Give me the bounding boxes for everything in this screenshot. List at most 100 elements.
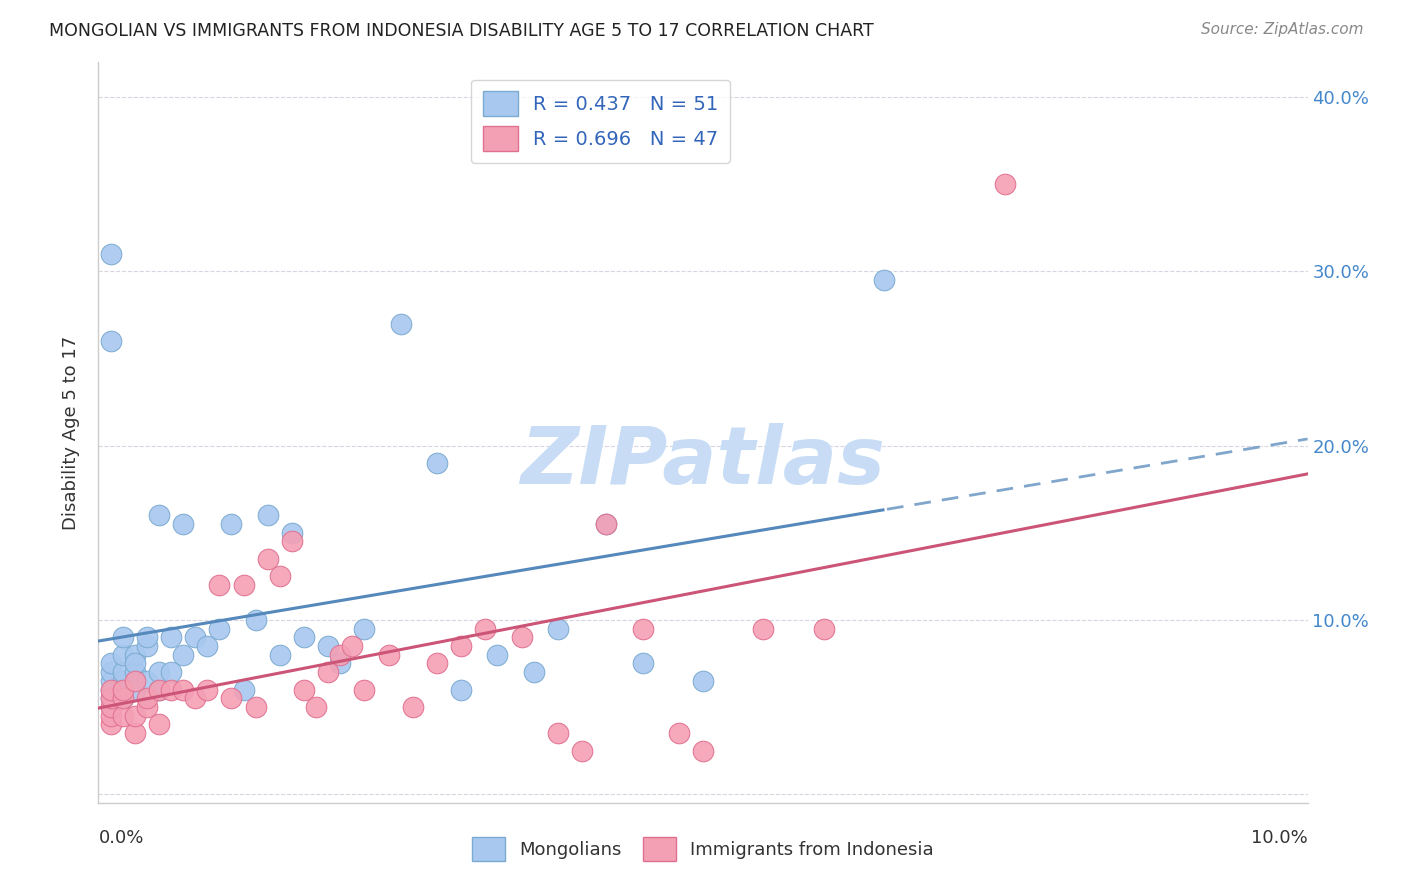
Point bbox=[571, 743, 593, 757]
Point bbox=[595, 517, 617, 532]
Point bbox=[752, 622, 775, 636]
Point bbox=[100, 665, 122, 680]
Point bbox=[245, 700, 267, 714]
Point bbox=[256, 552, 278, 566]
Point bbox=[813, 622, 835, 636]
Text: 10.0%: 10.0% bbox=[1251, 829, 1308, 847]
Point bbox=[221, 691, 243, 706]
Legend: Mongolians, Immigrants from Indonesia: Mongolians, Immigrants from Indonesia bbox=[465, 830, 941, 868]
Point bbox=[100, 708, 122, 723]
Point bbox=[221, 517, 243, 532]
Point bbox=[316, 665, 339, 680]
Point bbox=[208, 622, 231, 636]
Point bbox=[631, 622, 654, 636]
Point bbox=[426, 456, 449, 470]
Point bbox=[245, 613, 267, 627]
Point bbox=[305, 700, 328, 714]
Point bbox=[389, 317, 412, 331]
Point bbox=[195, 639, 218, 653]
Point bbox=[111, 682, 134, 697]
Point bbox=[426, 657, 449, 671]
Point bbox=[316, 639, 339, 653]
Point bbox=[377, 648, 399, 662]
Point bbox=[184, 691, 207, 706]
Point bbox=[148, 682, 170, 697]
Point bbox=[124, 708, 146, 723]
Point bbox=[873, 273, 896, 287]
Point bbox=[135, 700, 157, 714]
Point bbox=[124, 657, 146, 671]
Point bbox=[100, 691, 122, 706]
Point bbox=[100, 691, 122, 706]
Point bbox=[148, 508, 170, 523]
Point bbox=[668, 726, 690, 740]
Point bbox=[111, 665, 134, 680]
Point bbox=[269, 648, 291, 662]
Point bbox=[148, 665, 170, 680]
Point bbox=[281, 534, 304, 549]
Point bbox=[124, 682, 146, 697]
Point bbox=[547, 622, 569, 636]
Point bbox=[184, 630, 207, 644]
Point bbox=[329, 648, 352, 662]
Text: ZIPatlas: ZIPatlas bbox=[520, 423, 886, 501]
Point bbox=[692, 743, 714, 757]
Point bbox=[135, 639, 157, 653]
Point bbox=[523, 665, 546, 680]
Point bbox=[329, 657, 352, 671]
Point bbox=[111, 673, 134, 688]
Text: 0.0%: 0.0% bbox=[98, 829, 143, 847]
Point bbox=[692, 673, 714, 688]
Point bbox=[135, 630, 157, 644]
Point bbox=[256, 508, 278, 523]
Point bbox=[631, 657, 654, 671]
Point bbox=[172, 682, 194, 697]
Point bbox=[100, 700, 122, 714]
Point bbox=[160, 665, 183, 680]
Point bbox=[100, 334, 122, 348]
Point bbox=[208, 578, 231, 592]
Text: Source: ZipAtlas.com: Source: ZipAtlas.com bbox=[1201, 22, 1364, 37]
Point bbox=[124, 648, 146, 662]
Point bbox=[100, 700, 122, 714]
Point bbox=[100, 673, 122, 688]
Point bbox=[111, 691, 134, 706]
Point bbox=[994, 178, 1017, 192]
Point bbox=[172, 648, 194, 662]
Point bbox=[148, 717, 170, 731]
Point bbox=[353, 682, 375, 697]
Point bbox=[353, 622, 375, 636]
Point bbox=[111, 630, 134, 644]
Point bbox=[510, 630, 533, 644]
Point bbox=[124, 673, 146, 688]
Point bbox=[402, 700, 425, 714]
Point bbox=[547, 726, 569, 740]
Text: MONGOLIAN VS IMMIGRANTS FROM INDONESIA DISABILITY AGE 5 TO 17 CORRELATION CHART: MONGOLIAN VS IMMIGRANTS FROM INDONESIA D… bbox=[49, 22, 875, 40]
Point bbox=[486, 648, 509, 662]
Point bbox=[292, 682, 315, 697]
Point bbox=[100, 247, 122, 261]
Point bbox=[100, 682, 122, 697]
Point bbox=[135, 673, 157, 688]
Point bbox=[595, 517, 617, 532]
Point bbox=[124, 665, 146, 680]
Point bbox=[342, 639, 364, 653]
Point bbox=[195, 682, 218, 697]
Point bbox=[100, 717, 122, 731]
Point bbox=[111, 708, 134, 723]
Point bbox=[292, 630, 315, 644]
Point bbox=[269, 569, 291, 583]
Point bbox=[100, 682, 122, 697]
Point bbox=[100, 657, 122, 671]
Point bbox=[474, 622, 496, 636]
Y-axis label: Disability Age 5 to 17: Disability Age 5 to 17 bbox=[62, 335, 80, 530]
Point bbox=[124, 726, 146, 740]
Point bbox=[172, 517, 194, 532]
Point bbox=[160, 630, 183, 644]
Point bbox=[450, 682, 472, 697]
Point bbox=[111, 648, 134, 662]
Point bbox=[232, 682, 254, 697]
Point bbox=[148, 682, 170, 697]
Point bbox=[450, 639, 472, 653]
Point bbox=[111, 682, 134, 697]
